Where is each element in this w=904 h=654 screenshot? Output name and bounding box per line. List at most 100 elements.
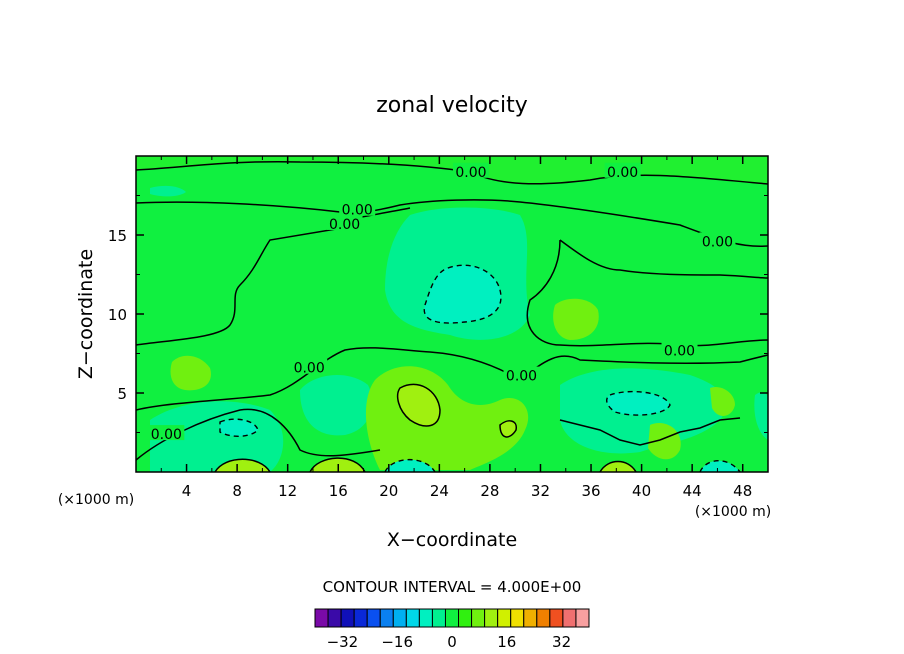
x-axis-ticks: 4 8 12 16 20 24 28 32 36 40 44 48 (160, 156, 752, 500)
colorbar-swatch (549, 608, 564, 628)
contour-fill-central-pos-core (397, 384, 440, 426)
colorbar-swatch (379, 608, 394, 628)
contour-line-neg-central (423, 264, 502, 324)
contour-fill-right-edge (754, 392, 768, 440)
colorbar-tick-label: −32 (327, 633, 359, 651)
contour-line-bottom-a (214, 458, 271, 472)
contour-line-middle-right-b (526, 239, 768, 347)
contour-label: 0.00 (506, 369, 537, 385)
contour-line-bottom-d (599, 460, 637, 472)
contour-label: 0.00 (294, 361, 325, 377)
colorbar-swatch (562, 608, 577, 628)
x-tick-label: 44 (683, 482, 702, 500)
contour-fill-right-blob (553, 298, 599, 340)
x-tick-label: 20 (379, 482, 398, 500)
contour-fill-bottom-left-neg-core (220, 419, 258, 437)
contour-fill-bottom-a (215, 459, 270, 472)
colorbar-swatch (497, 608, 512, 628)
colorbar-swatch (431, 608, 446, 628)
y-tick-label: 5 (117, 385, 127, 403)
colorbar-swatch (444, 608, 460, 628)
colorbar-swatch (366, 608, 381, 628)
contour-label: 0.00 (455, 165, 486, 181)
colorbar-swatch (523, 608, 538, 628)
contour-line-middle-left (136, 224, 361, 346)
colorbar-tick-labels: −32 −16 0 16 32 (327, 633, 572, 651)
contour-label-bg (452, 162, 489, 178)
colorbar-swatch (510, 608, 525, 628)
contour-fill-left-blob (170, 355, 211, 391)
chart-title: zonal velocity (376, 93, 528, 118)
contour-line-bottom-b (309, 457, 366, 472)
contour-line-neg-right (606, 390, 671, 416)
colorbar-swatch (418, 608, 433, 628)
x-tick-label: 16 (329, 482, 348, 500)
y-axis-label: Z−coordinate (75, 249, 97, 379)
colorbar-swatch (405, 608, 420, 628)
colorbar-tick-label: −16 (381, 633, 413, 651)
contour-fill-central-core (424, 265, 501, 324)
x-tick-label: 40 (632, 482, 651, 500)
contour-line-neg-bottom-c (384, 459, 436, 472)
contour-line-small-pos (499, 420, 517, 438)
contour-label-bg (503, 366, 540, 382)
y-axis-unit: (×1000 m) (58, 492, 134, 508)
contour-line-middle-right (559, 239, 768, 279)
contour-fill-mid-left-neg (300, 374, 373, 436)
colorbar-swatch (353, 608, 368, 628)
contour-interval-text: CONTOUR INTERVAL = 4.000E+00 (323, 578, 582, 596)
x-tick-label: 12 (278, 482, 297, 500)
colorbar-tick-label: 0 (447, 633, 457, 651)
negative-contour-lines (219, 264, 741, 472)
contour-label: 0.00 (607, 165, 638, 181)
contour-fill-upper-left (150, 185, 186, 197)
contour-label: 0.00 (329, 217, 360, 233)
contour-label: 0.00 (342, 203, 373, 219)
contour-line-upper (136, 199, 768, 248)
contour-label-bg (326, 214, 363, 230)
x-axis-unit: (×1000 m) (695, 504, 771, 520)
contour-fill-bottom-c (385, 459, 435, 472)
contour-label-bg (339, 200, 376, 216)
colorbar-swatch (484, 608, 499, 628)
y-tick-label: 15 (108, 227, 127, 245)
colorbar (314, 608, 590, 628)
colorbar-swatch (327, 608, 342, 628)
colorbar-swatch (575, 608, 590, 628)
colorbar-swatch (340, 608, 355, 628)
colorbar-swatch (458, 608, 473, 628)
contour-label: 0.00 (702, 234, 733, 250)
x-tick-label: 24 (430, 482, 449, 500)
contour-line-neg-bottom-e (699, 460, 741, 472)
contour-labels: 0.00 0.000.000.000.000.000.00 0.000.00 (148, 162, 736, 443)
colorbar-swatch (536, 608, 551, 628)
y-tick-label: 10 (108, 306, 127, 324)
colorbar-swatch (314, 608, 329, 628)
contour-fill-right-bottom-pos (648, 422, 681, 460)
contour-label-bg (604, 162, 641, 178)
contour-fill-bottom-e (700, 460, 740, 472)
contour-label-bg (148, 425, 185, 441)
x-tick-label: 32 (531, 482, 550, 500)
colorbar-swatch (392, 608, 407, 628)
contour-fill-small-pos (500, 420, 517, 437)
contour-label-bg (699, 232, 736, 248)
x-tick-label: 4 (182, 482, 192, 500)
y-axis-ticks: 5 10 15 (108, 195, 768, 433)
contour-line-right-stepped (559, 417, 741, 446)
contour-label-bg (291, 358, 328, 374)
x-axis-label: X−coordinate (387, 529, 517, 551)
contour-fill-right-pos-small (710, 386, 735, 416)
colorbar-swatch (471, 608, 486, 628)
contour-label: 0.00 (151, 427, 182, 443)
x-tick-label: 8 (232, 482, 242, 500)
contour-line-central (397, 383, 441, 427)
contour-label: 0.00 (664, 343, 695, 359)
x-tick-label: 48 (733, 482, 752, 500)
contour-label-bg (661, 341, 698, 357)
contour-fill-bottom-left-neg (150, 401, 284, 472)
contour-line-lower (136, 347, 768, 411)
colorbar-tick-label: 16 (497, 633, 516, 651)
colorbar-tick-label: 32 (552, 633, 571, 651)
